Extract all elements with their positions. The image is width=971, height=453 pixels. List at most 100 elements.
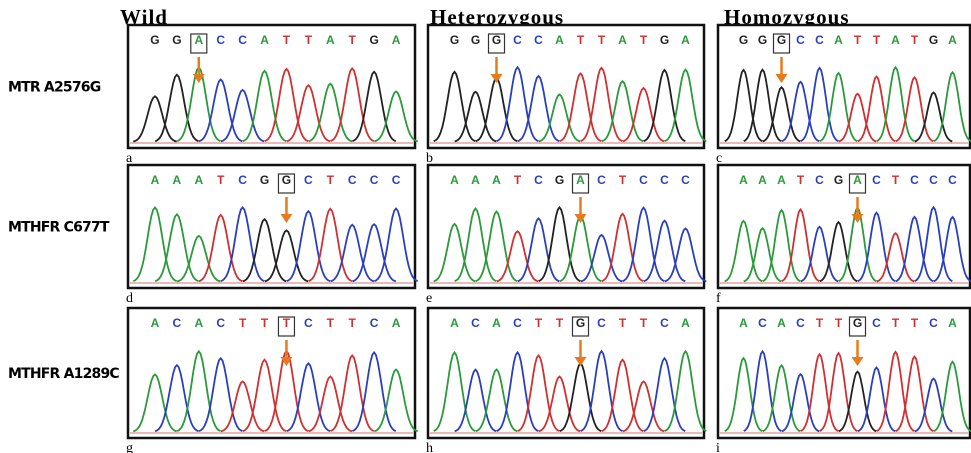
base-call: T	[873, 33, 881, 47]
base-call: T	[640, 33, 648, 47]
base-call: C	[948, 173, 957, 187]
base-call: C	[872, 316, 881, 330]
base-call: G	[777, 33, 786, 47]
base-call: A	[853, 173, 862, 187]
base-call: A	[777, 173, 786, 187]
base-call: G	[471, 33, 480, 47]
base-call: A	[173, 173, 182, 187]
base-call: A	[618, 33, 627, 47]
base-call: G	[660, 33, 669, 47]
base-call: T	[283, 33, 291, 47]
figure: WildHeterozygousHomozygousMTR A2576GGGAC…	[0, 0, 971, 453]
base-call: C	[815, 173, 824, 187]
base-call: C	[534, 173, 543, 187]
base-call: C	[304, 316, 313, 330]
base-call: C	[815, 33, 824, 47]
base-call: A	[392, 316, 401, 330]
base-call: C	[929, 316, 938, 330]
base-call: C	[370, 173, 379, 187]
base-call: C	[392, 173, 401, 187]
base-call: A	[392, 33, 401, 47]
base-call: T	[816, 316, 824, 330]
base-call: T	[619, 316, 627, 330]
base-call: T	[892, 173, 900, 187]
panel-letter: e	[426, 291, 432, 306]
base-call: A	[681, 316, 690, 330]
chromatogram-panel: GGACCATTATGA	[128, 25, 418, 148]
base-call: C	[513, 316, 522, 330]
base-call: A	[758, 173, 767, 187]
base-call: G	[172, 33, 181, 47]
base-call: G	[739, 33, 748, 47]
base-call: C	[370, 316, 379, 330]
base-call: A	[450, 316, 459, 330]
base-call: C	[348, 173, 357, 187]
chromatogram-panel: GGGCCATTATGA	[428, 25, 706, 148]
base-call: A	[151, 173, 160, 187]
base-call: C	[796, 316, 805, 330]
base-call: A	[739, 316, 748, 330]
panel-letter: g	[126, 441, 133, 453]
base-call: G	[282, 173, 291, 187]
base-call: T	[797, 173, 805, 187]
base-call: A	[777, 316, 786, 330]
base-call: A	[471, 173, 480, 187]
base-call: C	[597, 316, 606, 330]
row-label: MTHFR C677T	[8, 220, 110, 236]
base-call: C	[796, 33, 805, 47]
base-call: C	[681, 173, 690, 187]
base-call: T	[217, 173, 225, 187]
base-call: T	[349, 316, 357, 330]
base-call: T	[640, 316, 648, 330]
base-call: T	[327, 316, 335, 330]
base-call: A	[948, 33, 957, 47]
base-call: C	[216, 33, 225, 47]
base-call: A	[834, 33, 843, 47]
base-call: T	[911, 33, 919, 47]
panel-letter: i	[716, 441, 720, 453]
base-call: C	[639, 173, 648, 187]
base-call: C	[929, 173, 938, 187]
base-call: C	[304, 173, 313, 187]
base-call: G	[576, 316, 585, 330]
base-call: G	[853, 316, 862, 330]
row-label: MTHFR A1289C	[8, 366, 119, 382]
base-call: C	[238, 173, 247, 187]
base-call: A	[492, 316, 501, 330]
row-label: MTR A2576G	[8, 80, 101, 96]
base-call: A	[739, 173, 748, 187]
base-call: A	[194, 33, 203, 47]
base-call: A	[450, 173, 459, 187]
base-call: A	[194, 316, 203, 330]
base-call: G	[555, 173, 564, 187]
base-call: A	[681, 33, 690, 47]
base-call: C	[758, 316, 767, 330]
base-call: C	[513, 33, 522, 47]
base-call: T	[577, 33, 585, 47]
base-call: A	[194, 173, 203, 187]
base-call: C	[910, 173, 919, 187]
base-call: C	[597, 173, 606, 187]
base-call: G	[929, 33, 938, 47]
base-call: T	[349, 33, 357, 47]
base-call: G	[450, 33, 459, 47]
base-call: T	[598, 33, 606, 47]
base-call: T	[911, 316, 919, 330]
base-call: C	[238, 33, 247, 47]
base-call: C	[216, 316, 225, 330]
base-call: G	[150, 33, 159, 47]
base-call: G	[369, 33, 378, 47]
base-call: T	[535, 316, 543, 330]
panel-letter: f	[716, 291, 721, 306]
base-call: C	[660, 316, 669, 330]
base-call: T	[283, 316, 291, 330]
base-call: C	[471, 316, 480, 330]
panel-letter: d	[126, 291, 133, 306]
base-call: C	[872, 173, 881, 187]
